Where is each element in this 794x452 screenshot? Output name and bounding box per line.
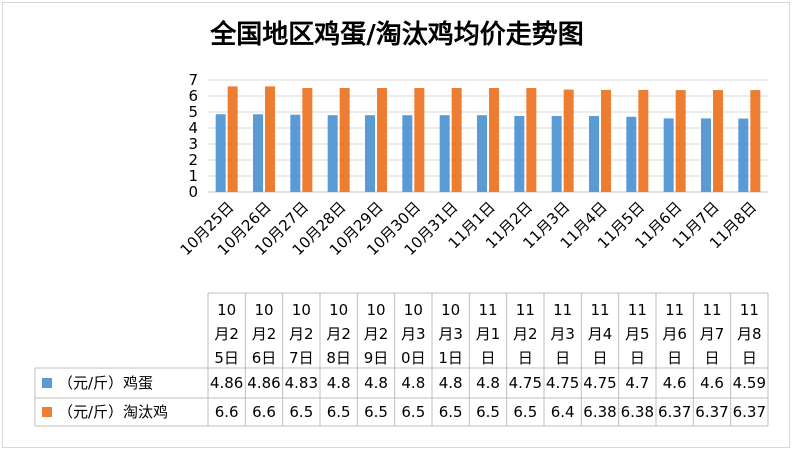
bar [750, 90, 761, 192]
table-header-cell: 11 月7 日 [700, 301, 725, 367]
table-value-cell: 6.37 [733, 403, 766, 421]
table-header-cell: 11 月5 日 [625, 301, 650, 367]
table-header-cell: 11 月6 日 [662, 301, 687, 367]
bar [738, 118, 749, 192]
bar [439, 115, 450, 192]
table-header-cell: 10 月3 0日 [401, 301, 426, 367]
bar [327, 115, 338, 192]
table-value-cell: 4.8 [401, 374, 425, 392]
table-value-cell: 6.5 [401, 403, 425, 421]
table-header-cell: 10 月2 9日 [364, 301, 389, 367]
legend-label: （元/斤）淘汰鸡 [58, 403, 168, 421]
table-value-cell: 4.59 [733, 374, 766, 392]
bar [489, 88, 499, 192]
bar [302, 88, 313, 192]
table-value-cell: 4.8 [476, 374, 500, 392]
bar [589, 116, 599, 192]
table-value-cell: 6.5 [289, 403, 313, 421]
table-value-cell: 6.37 [695, 403, 728, 421]
bar [526, 88, 537, 192]
table-value-cell: 6.38 [621, 403, 654, 421]
bar [227, 86, 238, 192]
bar [339, 88, 350, 192]
bar [477, 115, 487, 192]
bar [638, 89, 649, 192]
bar [377, 88, 387, 192]
table-header-cell: 10 月2 7日 [289, 301, 314, 367]
chart-frame [2, 2, 790, 448]
bar [365, 115, 375, 192]
table-value-cell: 6.4 [551, 403, 575, 421]
table-value-cell: 6.5 [327, 403, 351, 421]
table-value-cell: 4.86 [210, 374, 243, 392]
bar [601, 89, 611, 192]
bar [563, 89, 574, 192]
bar [675, 90, 686, 192]
bar [402, 115, 413, 192]
bar [290, 114, 301, 192]
table-value-cell: 6.37 [658, 403, 691, 421]
legend-label: （元/斤）鸡蛋 [58, 374, 153, 392]
y-tick-label: 0 [188, 183, 198, 201]
table-value-cell: 4.83 [285, 374, 318, 392]
table-header-cell: 11 月3 日 [550, 301, 575, 367]
table-value-cell: 6.5 [364, 403, 388, 421]
table-header-cell: 11 月4 日 [588, 301, 613, 367]
table-header-cell: 10 月2 6日 [252, 301, 277, 367]
table-value-cell: 4.6 [663, 374, 687, 392]
bar [663, 118, 674, 192]
bar [414, 88, 425, 192]
table-value-cell: 4.6 [700, 374, 724, 392]
table-value-cell: 6.38 [583, 403, 616, 421]
y-tick-label: 1 [188, 167, 198, 185]
table-value-cell: 4.75 [509, 374, 542, 392]
table-value-cell: 6.5 [439, 403, 463, 421]
y-tick-label: 4 [188, 119, 198, 137]
y-tick-label: 6 [188, 87, 198, 105]
y-tick-label: 7 [188, 71, 198, 89]
bar [451, 88, 462, 192]
table-value-cell: 4.75 [546, 374, 579, 392]
bar [514, 116, 525, 192]
table-header-cell: 10 月3 1日 [438, 301, 463, 367]
table-value-cell: 6.5 [476, 403, 500, 421]
y-tick-label: 2 [188, 151, 198, 169]
table-value-cell: 4.8 [364, 374, 388, 392]
chart-title: 全国地区鸡蛋/淘汰鸡均价走势图 [210, 20, 584, 50]
bar [701, 118, 711, 192]
legend-key [42, 378, 52, 388]
table-value-cell: 6.6 [215, 403, 239, 421]
bar [265, 86, 275, 192]
legend-key [42, 407, 52, 417]
table-value-cell: 4.7 [625, 374, 649, 392]
table-value-cell: 6.6 [252, 403, 276, 421]
table-value-cell: 4.75 [583, 374, 616, 392]
bar [626, 116, 637, 192]
table-value-cell: 4.8 [327, 374, 351, 392]
bar [551, 116, 562, 192]
table-value-cell: 4.86 [247, 374, 280, 392]
table-header-cell: 11 月1 日 [476, 301, 501, 367]
table-value-cell: 4.8 [439, 374, 463, 392]
bar [713, 90, 723, 192]
bar [253, 114, 263, 192]
bar [215, 114, 226, 192]
table-value-cell: 6.5 [513, 403, 537, 421]
y-tick-label: 3 [188, 135, 198, 153]
table-header-cell: 10 月2 5日 [214, 301, 239, 367]
table-header-cell: 11 月2 日 [513, 301, 538, 367]
table-header-cell: 11 月8 日 [737, 301, 762, 367]
y-tick-label: 5 [188, 103, 198, 121]
table-header-cell: 10 月2 8日 [326, 301, 351, 367]
